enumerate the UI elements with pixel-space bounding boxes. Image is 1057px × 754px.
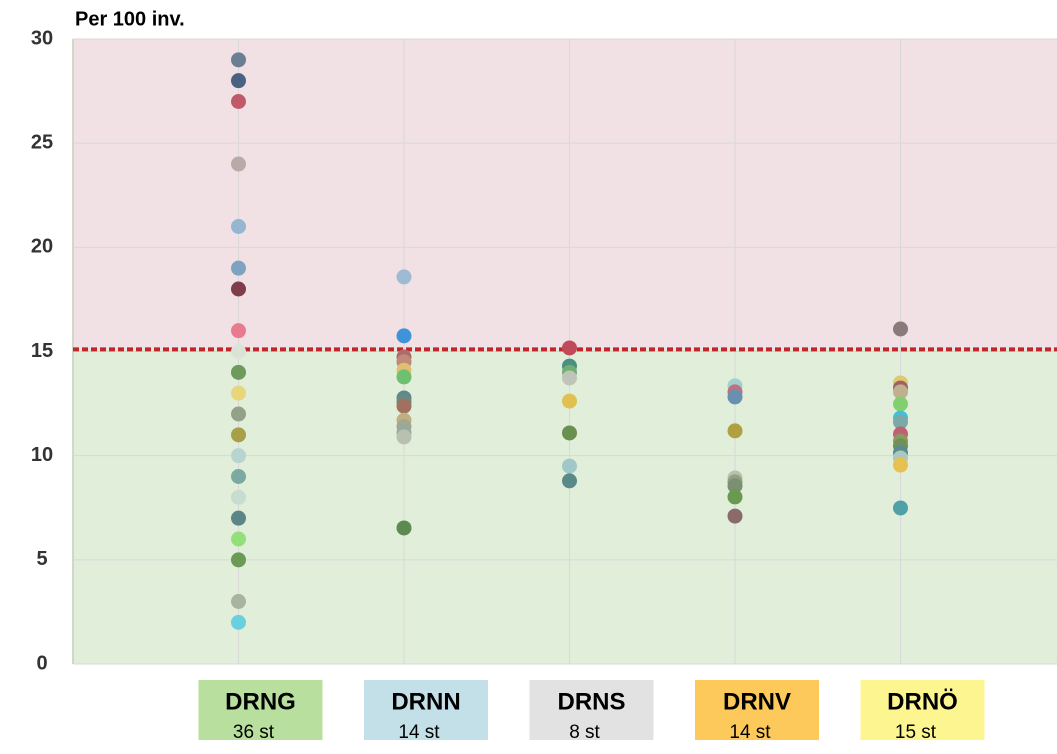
data-point	[562, 458, 577, 474]
data-point	[396, 369, 412, 385]
data-point	[231, 260, 246, 276]
data-point	[396, 328, 412, 344]
data-point	[727, 423, 743, 439]
data-point	[231, 156, 246, 172]
data-point	[562, 370, 577, 386]
data-point	[231, 323, 246, 339]
category-label: DRNG	[225, 688, 296, 715]
y-tick-label: 30	[31, 27, 53, 49]
data-point	[231, 489, 246, 505]
data-point	[231, 385, 246, 401]
data-point	[231, 73, 246, 89]
data-point	[893, 500, 908, 516]
chart-title: Per 100 inv.	[75, 8, 185, 30]
data-point	[562, 340, 577, 356]
count-label: 15 st	[895, 722, 937, 743]
data-point	[727, 478, 743, 494]
category-label-box	[860, 680, 985, 740]
count-label: 14 st	[729, 722, 771, 743]
data-point	[231, 344, 246, 359]
category-label-box	[364, 680, 488, 740]
data-point	[562, 473, 577, 489]
category-label: DRNÖ	[887, 688, 958, 715]
y-tick-label: 20	[31, 236, 53, 258]
y-tick-label: 25	[31, 131, 53, 153]
data-point	[231, 448, 246, 464]
data-point	[231, 594, 246, 609]
data-point	[231, 614, 246, 630]
count-label: 8 st	[569, 722, 600, 743]
data-point	[231, 510, 246, 526]
data-point	[893, 321, 908, 337]
data-point	[231, 364, 246, 380]
category-label: DRNV	[723, 688, 791, 715]
data-point	[231, 531, 246, 547]
data-point	[231, 94, 246, 109]
data-point	[231, 219, 246, 234]
category-label-box	[529, 680, 654, 740]
data-point	[893, 457, 908, 473]
data-point	[231, 552, 246, 568]
data-point	[893, 384, 908, 400]
data-point	[231, 52, 246, 68]
category-label: DRNS	[557, 688, 625, 715]
category-label-box	[695, 680, 819, 740]
data-point	[396, 429, 412, 445]
data-point	[727, 389, 743, 405]
data-point	[396, 398, 412, 414]
data-point	[231, 427, 246, 443]
data-point	[727, 508, 743, 524]
data-point	[893, 396, 908, 412]
data-point	[231, 406, 246, 422]
y-tick-label: 15	[31, 340, 53, 362]
y-tick-label: 0	[36, 652, 47, 674]
count-label: 36 st	[233, 722, 275, 743]
data-point	[562, 425, 577, 441]
y-tick-label: 5	[36, 548, 47, 570]
category-label-box	[198, 680, 323, 740]
data-point	[727, 489, 743, 505]
data-point	[396, 269, 412, 285]
data-point	[562, 393, 577, 409]
band-above	[73, 39, 1057, 350]
count-label: 14 st	[398, 722, 440, 743]
category-label: DRNN	[391, 688, 460, 715]
data-point	[893, 414, 908, 430]
y-tick-label: 10	[31, 444, 53, 466]
data-point	[231, 281, 246, 297]
data-point	[231, 469, 246, 484]
data-point	[396, 520, 412, 536]
